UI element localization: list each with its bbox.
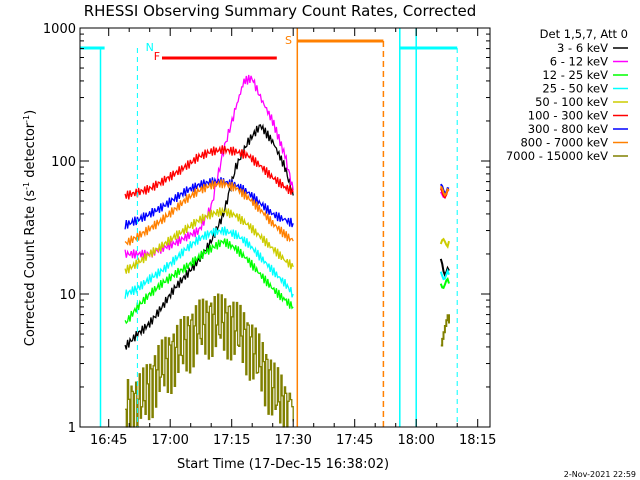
x-axis-label: Start Time (17-Dec-15 16:38:02) (177, 457, 389, 472)
y-axis-label: Corrected Count Rate (s-1 detector-1) (22, 110, 38, 346)
y-tick-label: 1000 (43, 22, 76, 37)
series-300-800-kev-line (124, 177, 294, 230)
legend-item-7000-15000-kev: 7000 - 15000 keV (506, 149, 608, 163)
series-12-25-kev-line-segment2 (439, 276, 450, 290)
x-tick-label: 18:15 (459, 433, 496, 448)
series-100-300-kev-line (124, 145, 294, 200)
night-marker-label: N (146, 41, 154, 54)
legend-item-800-7000-kev: 800 - 7000 keV (520, 136, 608, 150)
legend-item-300-800-kev: 300 - 800 keV (528, 122, 608, 136)
y-tick-label: 100 (51, 155, 76, 170)
series-25-50-kev-line-segment2 (439, 268, 450, 281)
x-tick-label: 17:15 (213, 433, 250, 448)
saa-marker-label: S (285, 34, 292, 47)
series-3-6-kev-line (124, 123, 294, 350)
legend-item-3-6-kev: 3 - 6 keV (557, 41, 608, 55)
series-50-100-kev-line-segment2 (439, 237, 450, 249)
series-25-50-kev-line (124, 226, 294, 299)
y-tick-label: 10 (59, 288, 76, 303)
x-tick-label: 17:30 (274, 433, 311, 448)
x-tick-label: 17:45 (336, 433, 373, 448)
footer-date: 2-Nov-2021 22:59 (564, 470, 636, 479)
series-12-25-kev-line (124, 238, 294, 325)
x-tick-label: 17:00 (151, 433, 188, 448)
legend-item-100-300-kev: 100 - 300 keV (528, 109, 608, 123)
series-7000-15000-kev-line-segment2 (440, 314, 450, 347)
legend-item-25-50-kev: 25 - 50 keV (542, 82, 608, 96)
legend-item-12-25-kev: 12 - 25 keV (542, 68, 608, 82)
flare-marker-label: F (154, 50, 160, 63)
series-7000-15000-kev-line (125, 293, 294, 428)
chart-title: RHESSI Observing Summary Count Rates, Co… (84, 2, 477, 20)
legend-header: Det 1,5,7, Att 0 (540, 27, 628, 41)
series-800-7000-kev-line (124, 179, 294, 246)
legend-item-6-12-kev: 6 - 12 keV (550, 55, 608, 69)
legend-item-50-100-kev: 50 - 100 keV (535, 95, 608, 109)
plot-frame (79, 27, 491, 428)
series-50-100-kev-line (124, 206, 294, 274)
y-tick-label: 1 (68, 421, 76, 436)
series-800-7000-kev-line-segment2 (439, 185, 450, 198)
x-tick-label: 16:45 (90, 433, 127, 448)
x-tick-label: 18:00 (397, 433, 434, 448)
series-3-6-kev-line-segment2 (439, 258, 450, 278)
